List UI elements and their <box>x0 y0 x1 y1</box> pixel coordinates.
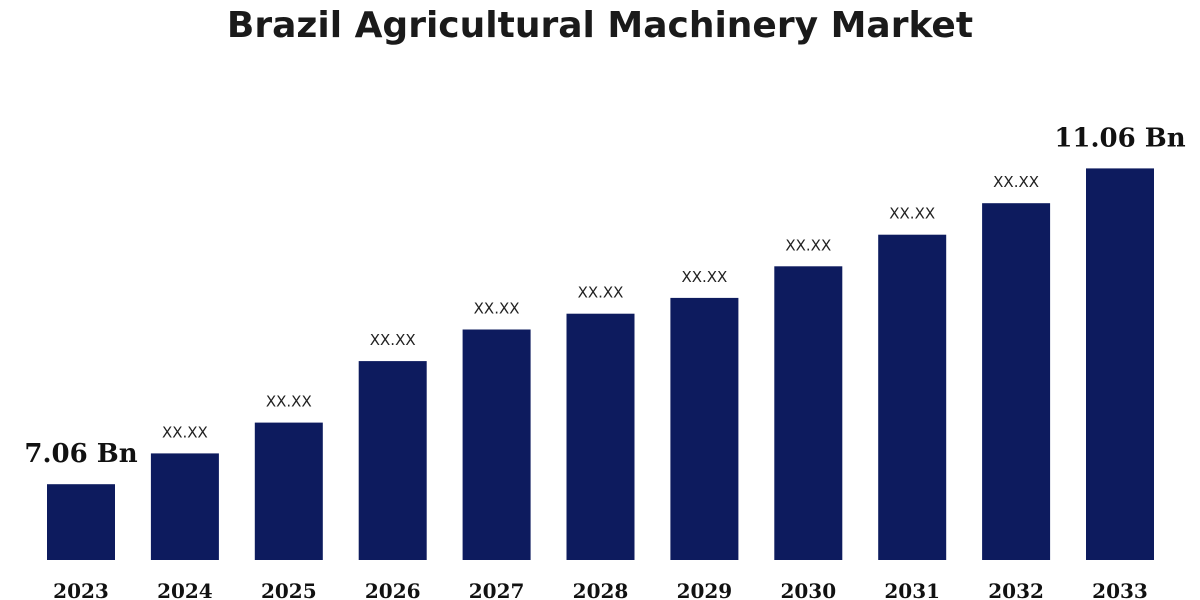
data-label-2029: XX.XX <box>681 268 727 286</box>
x-tick-label-2026: 2026 <box>365 579 421 600</box>
bar-2032 <box>982 203 1051 560</box>
bar-2023 <box>47 484 115 560</box>
bar-2029 <box>670 297 739 560</box>
x-tick-label-2027: 2027 <box>469 579 525 600</box>
x-tick-label-2030: 2030 <box>780 579 836 600</box>
data-label-2030: XX.XX <box>785 236 831 254</box>
x-tick-label-2028: 2028 <box>573 579 629 600</box>
data-label-2028: XX.XX <box>578 284 624 302</box>
data-label-2032: XX.XX <box>993 173 1039 191</box>
x-tick-label-2024: 2024 <box>157 579 213 600</box>
chart-title: Brazil Agricultural Machinery Market <box>226 5 974 46</box>
bar-2024 <box>150 453 219 560</box>
data-label-2033: 11.06 Bn <box>1054 123 1185 153</box>
bar-2030 <box>774 266 843 560</box>
data-label-2031: XX.XX <box>889 205 935 223</box>
x-tick-label-2031: 2031 <box>884 579 940 600</box>
bar-2033 <box>1086 168 1154 560</box>
data-label-2023: 7.06 Bn <box>24 439 137 469</box>
data-label-2026: XX.XX <box>370 331 416 349</box>
x-tick-label-2023: 2023 <box>53 579 109 600</box>
x-tick-label-2029: 2029 <box>677 579 733 600</box>
x-tick-label-2033: 2033 <box>1092 579 1148 600</box>
x-tick-label-2032: 2032 <box>988 579 1044 600</box>
bar-2025 <box>254 422 323 560</box>
x-tick-label-2025: 2025 <box>261 579 317 600</box>
bar-2028 <box>566 313 635 560</box>
data-label-2024: XX.XX <box>162 423 208 441</box>
data-label-2025: XX.XX <box>266 393 312 411</box>
bar-2031 <box>878 234 947 560</box>
bar-2026 <box>358 361 427 560</box>
data-label-2027: XX.XX <box>474 300 520 318</box>
bar-2027 <box>462 329 531 560</box>
